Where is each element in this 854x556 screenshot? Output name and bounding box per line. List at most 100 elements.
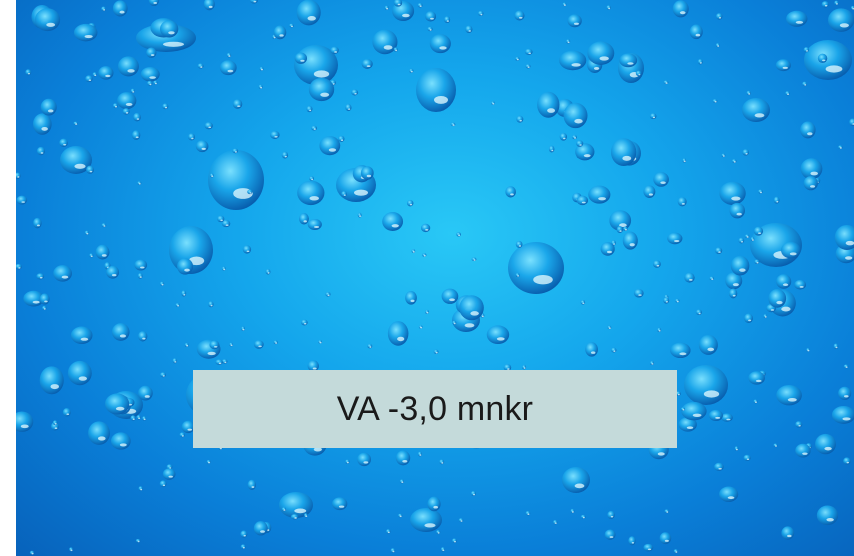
drop-highlight (31, 552, 34, 555)
drop-highlight (319, 341, 322, 344)
drop-highlight (284, 155, 287, 158)
drop-highlight (656, 264, 660, 267)
drop-highlight (664, 539, 669, 542)
drop-highlight (733, 161, 736, 163)
drop-highlight (718, 467, 722, 470)
drop-highlight (86, 232, 89, 235)
drop-highlight (227, 69, 234, 73)
drop-highlight (132, 418, 135, 420)
water-drop (515, 240, 523, 248)
drop-highlight (224, 361, 227, 364)
drop-highlight (320, 92, 330, 97)
water-drop (684, 365, 728, 405)
drop-highlight (249, 192, 252, 194)
water-drop (232, 148, 239, 154)
water-drop (677, 196, 687, 207)
drop-highlight (89, 170, 93, 173)
drop-highlight (528, 52, 532, 55)
water-drop (628, 536, 636, 546)
water-drop (242, 245, 252, 254)
drop-highlight (434, 95, 448, 104)
water-drop (524, 48, 533, 55)
water-drop (587, 41, 615, 65)
drop-highlight (527, 66, 530, 68)
drop-highlight (638, 294, 642, 296)
water-drop (85, 75, 93, 83)
drop-highlight (47, 109, 54, 113)
drop-highlight (119, 334, 127, 338)
water-drop (738, 237, 745, 244)
drop-highlight (756, 261, 759, 264)
drop-highlight (305, 515, 308, 518)
drop-highlight (346, 461, 349, 464)
drop-highlight (426, 311, 429, 314)
water-drop (843, 457, 851, 465)
drop-highlight (433, 505, 438, 509)
drop-highlight (460, 520, 463, 522)
water-drop (98, 66, 114, 80)
drop-highlight (741, 241, 744, 243)
water-drop (307, 218, 322, 231)
drop-highlight (46, 22, 56, 27)
drop-highlight (163, 41, 184, 47)
drop-highlight (312, 367, 317, 370)
water-drop (95, 244, 110, 260)
drop-highlight (835, 3, 838, 5)
water-drop (610, 138, 637, 167)
water-drop (162, 103, 169, 110)
drop-highlight (781, 306, 791, 312)
drop-highlight (441, 462, 444, 464)
water-drop (486, 325, 510, 345)
drop-highlight (267, 272, 270, 274)
drop-highlight (629, 243, 635, 247)
drop-highlight (619, 223, 627, 227)
drop-highlight (638, 73, 641, 76)
drop-highlight (313, 70, 330, 78)
drop-highlight (608, 327, 611, 329)
water-drop (270, 130, 280, 139)
drop-highlight (183, 294, 186, 296)
water-drop (505, 186, 516, 198)
drop-highlight (313, 128, 316, 130)
water-drop (265, 268, 271, 275)
water-drop (748, 371, 765, 385)
drop-highlight (327, 294, 330, 297)
water-drop (715, 247, 723, 254)
water-drop (179, 432, 185, 438)
drop-highlight (453, 540, 456, 543)
drop-highlight (759, 191, 762, 194)
water-drop (514, 10, 525, 21)
drop-highlight (218, 362, 222, 365)
drop-highlight (845, 366, 848, 368)
drop-highlight (824, 4, 828, 7)
drop-highlight (681, 202, 685, 205)
water-drop (672, 0, 689, 18)
water-drop (146, 47, 157, 58)
water-drop (188, 133, 195, 141)
drop-highlight (665, 301, 668, 303)
drop-highlight (430, 17, 434, 20)
drop-highlight (844, 395, 849, 398)
water-drop (36, 146, 46, 156)
drop-highlight (150, 54, 155, 56)
water-drop (410, 508, 442, 532)
water-drop (516, 115, 524, 123)
drop-highlight (136, 118, 140, 120)
water-drop (296, 0, 321, 26)
drop-highlight (177, 304, 180, 307)
water-drop (804, 40, 852, 80)
water-drop (53, 265, 72, 282)
drop-highlight (127, 69, 135, 73)
drop-highlight (412, 251, 415, 253)
drop-highlight (410, 70, 413, 73)
water-drop (604, 529, 616, 540)
drop-highlight (845, 240, 854, 246)
drop-highlight (547, 108, 555, 113)
drop-highlight (386, 7, 389, 10)
water-drop (217, 215, 225, 223)
drop-highlight (366, 65, 371, 68)
water-drop (588, 185, 611, 204)
drop-highlight (101, 254, 107, 257)
water-drop (162, 468, 176, 480)
water-drop (828, 8, 854, 32)
